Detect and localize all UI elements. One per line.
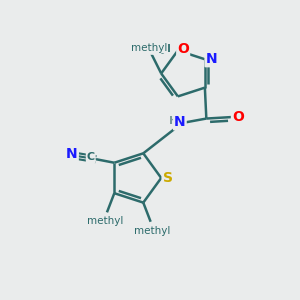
Text: methyl: methyl (130, 44, 171, 54)
Text: O: O (232, 110, 244, 124)
Text: H: H (169, 116, 178, 126)
Text: methyl: methyl (134, 226, 170, 236)
Text: C: C (87, 152, 95, 162)
Text: methyl: methyl (131, 43, 168, 53)
Text: methyl: methyl (87, 216, 124, 226)
Text: N: N (66, 147, 78, 161)
Text: S: S (163, 171, 173, 185)
Text: N: N (206, 52, 217, 66)
Text: N: N (174, 116, 186, 129)
Text: O: O (177, 42, 189, 56)
